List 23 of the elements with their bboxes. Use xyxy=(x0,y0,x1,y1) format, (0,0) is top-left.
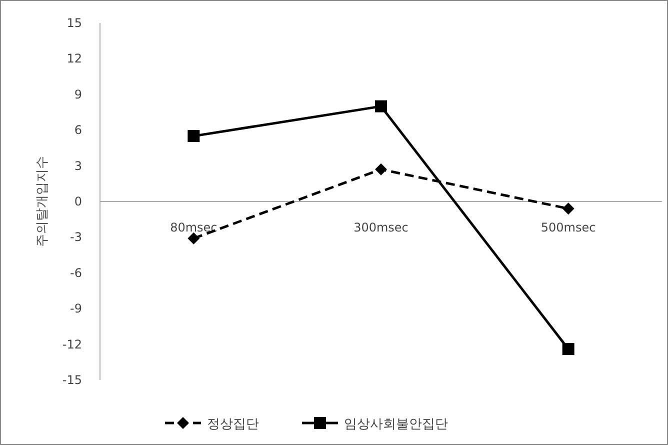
y-tick-label: 0 xyxy=(74,194,82,208)
legend-label: 임상사회불안집단 xyxy=(344,417,448,432)
y-tick-label: -6 xyxy=(70,266,82,280)
point xyxy=(375,100,387,112)
y-tick-label: 9 xyxy=(74,87,82,102)
y-tick-label: -3 xyxy=(70,230,82,244)
point xyxy=(562,202,574,215)
y-tick-label: -12 xyxy=(62,337,82,352)
point xyxy=(188,130,200,142)
x-tick-label: 300msec xyxy=(354,220,408,234)
y-tick-label: -15 xyxy=(62,373,82,387)
y-axis-title: 주의탈개입지수 xyxy=(35,156,50,247)
y-tick-label: -9 xyxy=(70,302,82,316)
y-tick-label: 6 xyxy=(74,123,82,138)
y-tick-label: 15 xyxy=(66,16,82,30)
x-tick-label: 500msec xyxy=(540,220,596,234)
point xyxy=(188,232,200,244)
point xyxy=(562,343,574,356)
point xyxy=(375,163,387,176)
y-tick-label: 12 xyxy=(66,52,82,66)
x-tick-label: 80msec xyxy=(170,220,218,234)
y-tick-label: 3 xyxy=(74,158,82,173)
legend-label: 정상집단 xyxy=(207,417,259,432)
